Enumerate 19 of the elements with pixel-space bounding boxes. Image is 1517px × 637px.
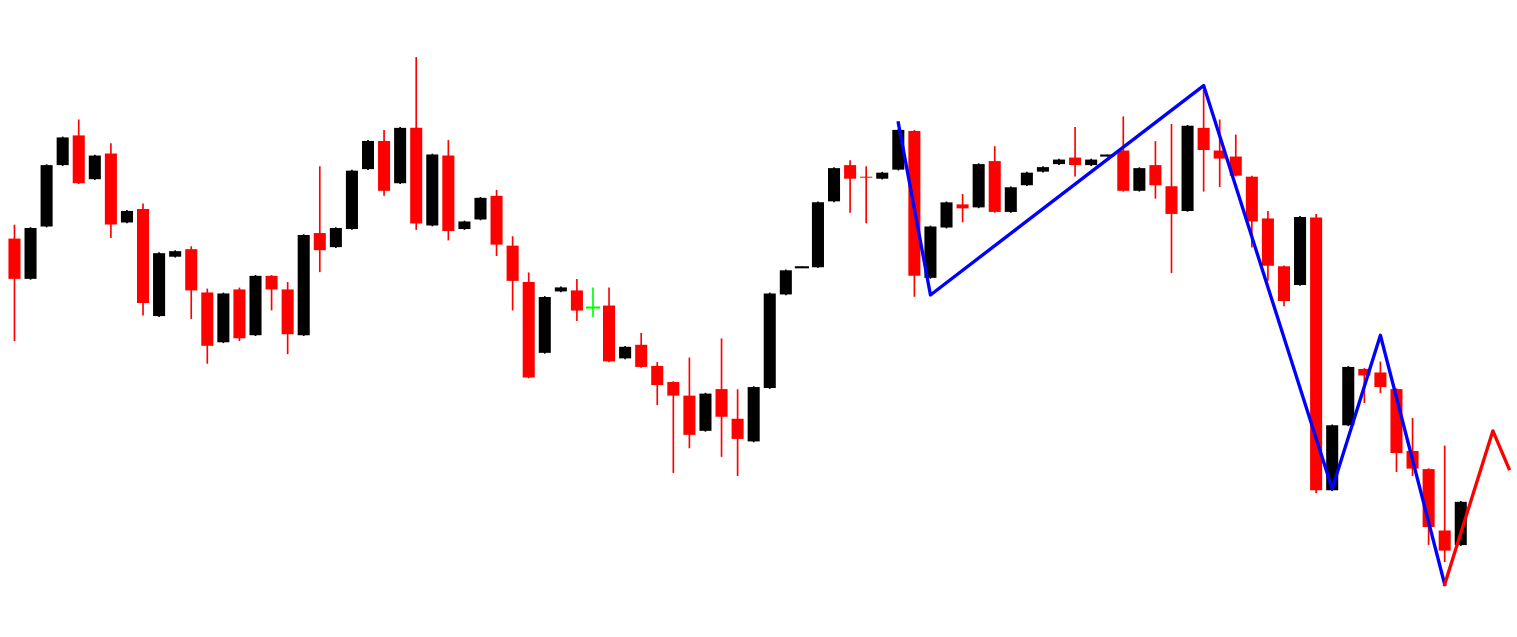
candlestick bbox=[88, 154, 101, 181]
candlestick bbox=[313, 166, 326, 273]
candlestick bbox=[474, 196, 487, 221]
candlestick bbox=[860, 166, 873, 224]
candlestick bbox=[1149, 141, 1162, 199]
candlestick bbox=[956, 193, 969, 223]
candlestick bbox=[1438, 445, 1451, 563]
candlestick bbox=[667, 381, 680, 473]
candlestick bbox=[635, 332, 648, 368]
candlestick bbox=[1197, 89, 1210, 192]
candlestick bbox=[731, 389, 744, 476]
candlestick bbox=[844, 160, 857, 213]
candlestick bbox=[570, 279, 583, 321]
candlestick bbox=[329, 227, 342, 248]
candlestick bbox=[651, 362, 664, 406]
candlestick bbox=[265, 275, 278, 311]
candlestick bbox=[1133, 167, 1146, 192]
candlestick bbox=[1374, 361, 1387, 393]
candlestick bbox=[1069, 127, 1082, 177]
